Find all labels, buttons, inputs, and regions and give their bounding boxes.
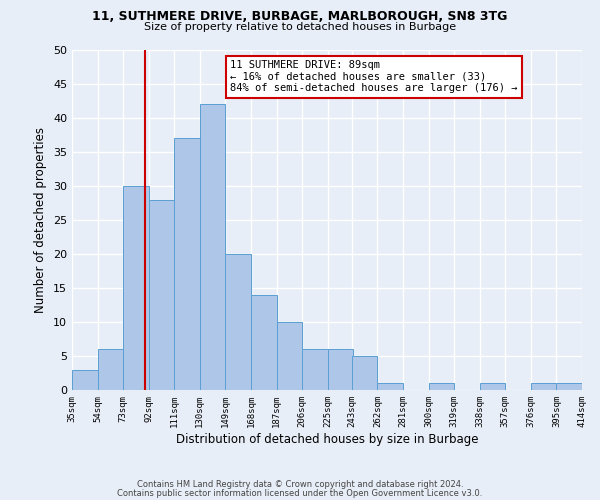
Text: 11, SUTHMERE DRIVE, BURBAGE, MARLBOROUGH, SN8 3TG: 11, SUTHMERE DRIVE, BURBAGE, MARLBOROUGH… [92,10,508,23]
Bar [72,370,98,390]
Bar [428,383,454,390]
Bar [531,383,556,390]
Y-axis label: Number of detached properties: Number of detached properties [34,127,47,313]
Bar [556,383,582,390]
Bar [123,186,149,390]
Bar [98,349,123,390]
Bar [277,322,302,390]
Bar [251,295,277,390]
Bar [200,104,226,390]
Bar [149,200,174,390]
X-axis label: Distribution of detached houses by size in Burbage: Distribution of detached houses by size … [176,432,478,446]
Text: Contains public sector information licensed under the Open Government Licence v3: Contains public sector information licen… [118,488,482,498]
Bar [174,138,200,390]
Bar [377,383,403,390]
Text: 11 SUTHMERE DRIVE: 89sqm
← 16% of detached houses are smaller (33)
84% of semi-d: 11 SUTHMERE DRIVE: 89sqm ← 16% of detach… [230,60,518,94]
Bar [328,349,353,390]
Text: Contains HM Land Registry data © Crown copyright and database right 2024.: Contains HM Land Registry data © Crown c… [137,480,463,489]
Bar [352,356,377,390]
Bar [226,254,251,390]
Bar [480,383,505,390]
Bar [302,349,328,390]
Text: Size of property relative to detached houses in Burbage: Size of property relative to detached ho… [144,22,456,32]
